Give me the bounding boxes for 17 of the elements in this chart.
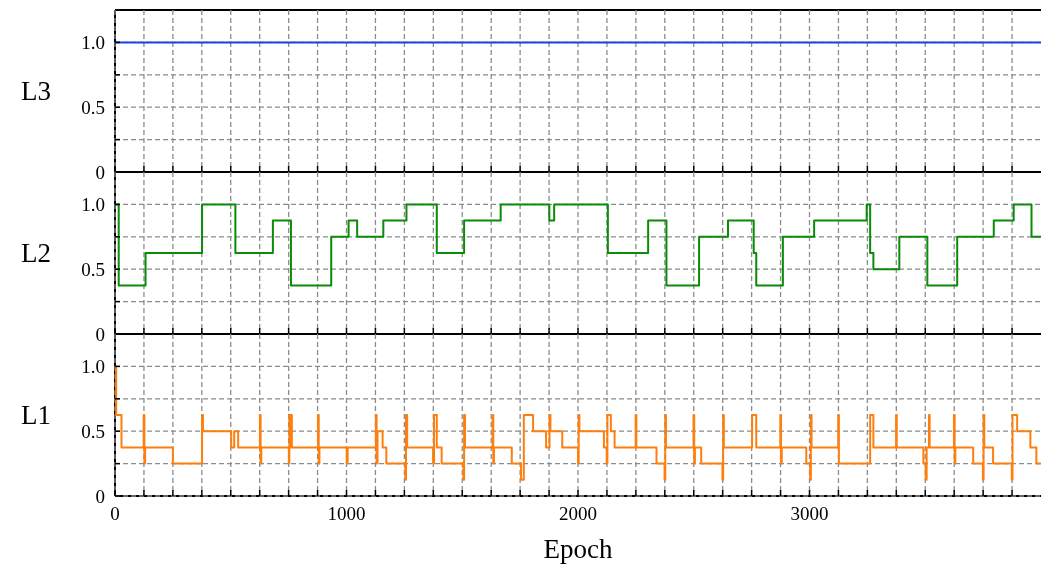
x-axis-title: Epoch — [543, 534, 613, 564]
y-tick-label: 0.5 — [81, 420, 105, 442]
y-tick-label: 0.5 — [81, 258, 105, 280]
y-tick-label: 1.0 — [81, 32, 105, 54]
y-axis-title: L2 — [21, 238, 51, 269]
y-tick-label: 0 — [95, 323, 105, 345]
y-tick-label: 0 — [95, 485, 105, 507]
x-tick-label: 1000 — [327, 503, 366, 524]
y-tick-label: 0 — [95, 161, 105, 183]
x-tick-label: 2000 — [559, 503, 597, 524]
y-axis-title: L3 — [21, 76, 51, 107]
y-tick-label: 1.0 — [81, 356, 105, 378]
x-tick-label: 0 — [110, 503, 120, 524]
y-axis-title: L1 — [21, 400, 51, 431]
y-tick-label: 1.0 — [81, 194, 105, 216]
y-tick-label: 0.5 — [81, 96, 105, 118]
x-tick-label: 3000 — [790, 503, 829, 524]
